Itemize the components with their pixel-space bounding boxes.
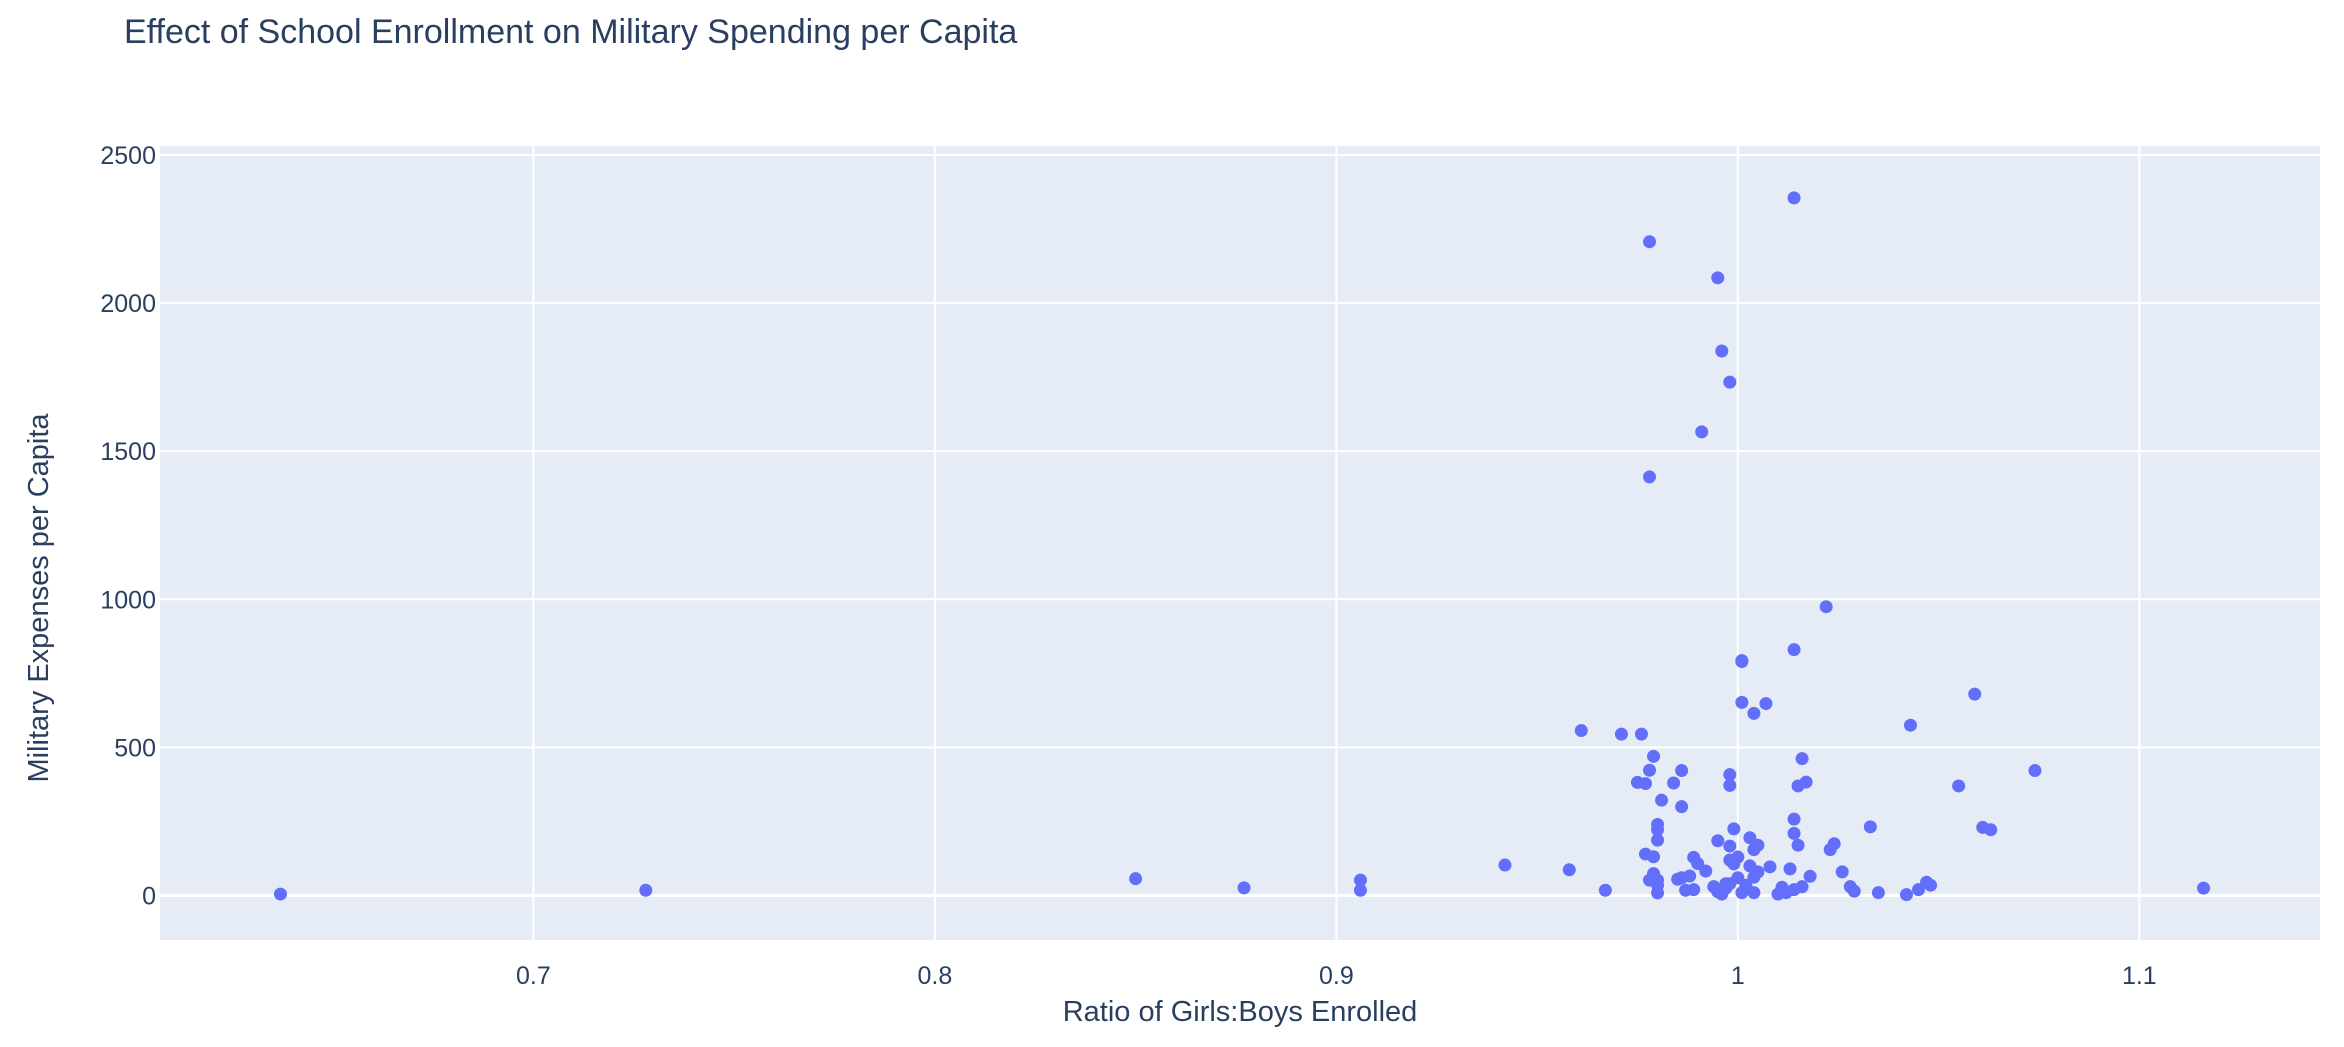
scatter-point	[1799, 775, 1813, 789]
y-tick-label: 500	[114, 734, 156, 762]
scatter-point	[1787, 191, 1801, 205]
scatter-point	[1683, 869, 1697, 883]
scatter-point	[1651, 833, 1665, 847]
x-axis-ticks: 0.7 0.8 0.9 1 1.1	[516, 962, 2157, 990]
scatter-point	[1711, 271, 1725, 285]
scatter-point	[1899, 888, 1913, 902]
scatter-point	[1787, 826, 1801, 840]
chart-title: Effect of School Enrollment on Military …	[124, 13, 1017, 51]
scatter-point	[1763, 860, 1777, 874]
scatter-point	[1984, 823, 1998, 837]
plot-area	[160, 146, 2320, 940]
scatter-point	[1747, 886, 1761, 900]
scatter-point	[1863, 820, 1877, 834]
scatter-point	[1562, 863, 1576, 877]
scatter-point	[1968, 687, 1982, 701]
scatter-point	[1787, 812, 1801, 826]
x-tick-label: 0.9	[1319, 962, 1354, 990]
scatter-point	[1699, 864, 1713, 878]
scatter-point	[1237, 881, 1251, 895]
scatter-point	[1643, 763, 1657, 777]
scatter-point	[1783, 862, 1797, 876]
scatter-point	[1711, 834, 1725, 848]
scatter-point	[1924, 878, 1938, 892]
scatter-point	[1353, 873, 1367, 887]
scatter-point	[1871, 886, 1885, 900]
y-tick-label: 1500	[100, 438, 156, 466]
scatter-point	[1731, 850, 1745, 864]
scatter-point	[1795, 880, 1809, 894]
scatter-point	[1129, 872, 1143, 886]
x-tick-label: 0.8	[917, 962, 952, 990]
gridlines	[160, 146, 2320, 940]
scatter-point	[1751, 838, 1765, 852]
scatter-point	[1643, 235, 1657, 249]
scatter-point	[1952, 779, 1966, 793]
scatter-point	[1723, 839, 1737, 853]
scatter-point	[1639, 777, 1653, 791]
scatter-point	[639, 883, 653, 897]
scatter-point	[1647, 850, 1661, 864]
scatter-point	[1759, 697, 1773, 711]
data-points	[273, 191, 2211, 902]
y-axis-ticks: 0 500 1000 1500 2000 2500	[100, 142, 156, 911]
scatter-point	[1667, 776, 1681, 790]
scatter-point	[1723, 768, 1737, 782]
scatter-point	[1695, 425, 1709, 439]
x-tick-label: 1	[1731, 962, 1745, 990]
scatter-point	[1651, 886, 1665, 900]
scatter-point	[1847, 884, 1861, 898]
scatter-point	[2028, 764, 2042, 778]
scatter-point	[1715, 344, 1729, 358]
scatter-point	[1727, 822, 1741, 836]
y-tick-label: 1000	[100, 586, 156, 614]
scatter-point	[1751, 865, 1765, 879]
scatter-point	[1574, 724, 1588, 738]
scatter-point	[1795, 752, 1809, 766]
scatter-point	[1791, 838, 1805, 852]
x-tick-label: 0.7	[516, 962, 551, 990]
scatter-point	[1819, 600, 1833, 614]
scatter-point	[1903, 718, 1917, 732]
scatter-point	[1827, 837, 1841, 851]
y-axis-label: Military Expenses per Capita	[23, 413, 55, 783]
scatter-point	[1723, 375, 1737, 389]
scatter-point	[1353, 883, 1367, 897]
scatter-point	[1787, 643, 1801, 657]
scatter-point	[1803, 869, 1817, 883]
scatter-point	[1723, 778, 1737, 792]
scatter-point	[1614, 727, 1628, 741]
scatter-point	[1643, 470, 1657, 484]
scatter-point	[1835, 865, 1849, 879]
x-axis-label: Ratio of Girls:Boys Enrolled	[1063, 996, 1418, 1028]
scatter-point	[1687, 883, 1701, 897]
scatter-point	[1498, 858, 1512, 872]
scatter-point	[273, 887, 287, 901]
scatter-point	[1651, 823, 1665, 837]
scatter-point	[1747, 706, 1761, 720]
scatter-point	[1675, 800, 1689, 814]
y-tick-label: 0	[142, 883, 156, 911]
scatter-point	[1735, 695, 1749, 709]
scatter-point	[2197, 881, 2211, 895]
scatter-point	[1735, 655, 1749, 669]
x-tick-label: 1.1	[2122, 962, 2157, 990]
y-tick-label: 2000	[100, 290, 156, 318]
y-tick-label: 2500	[100, 142, 156, 170]
scatter-point	[1675, 764, 1689, 778]
scatter-point	[1647, 749, 1661, 763]
scatter-point	[1634, 727, 1648, 741]
scatter-point	[1598, 883, 1612, 897]
scatter-point	[1655, 793, 1669, 807]
